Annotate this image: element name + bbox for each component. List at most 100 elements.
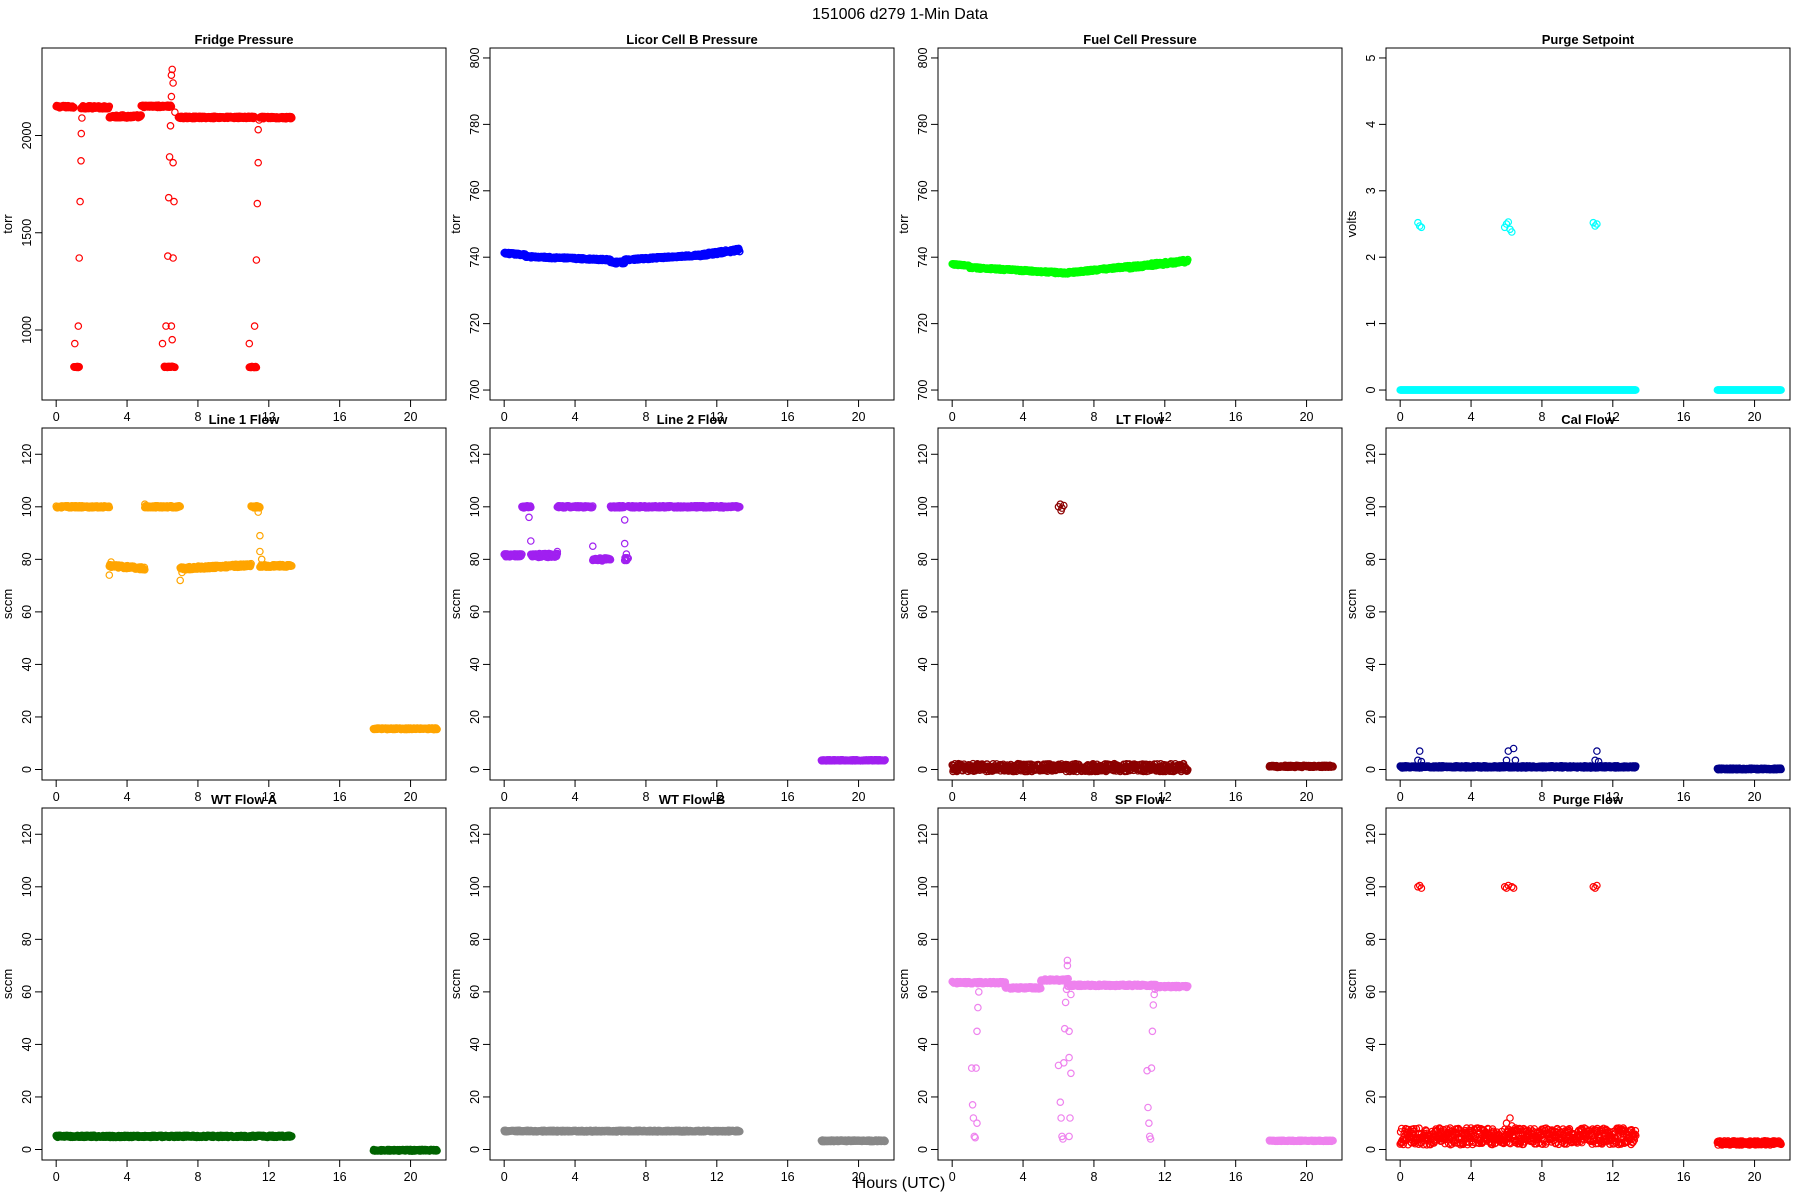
y-tick-label: 720	[468, 313, 482, 334]
y-tick-label: 700	[916, 380, 930, 401]
x-tick-label: 8	[194, 410, 201, 424]
data-point	[71, 339, 79, 348]
data-point	[250, 322, 259, 330]
y-tick-label: 1500	[20, 219, 34, 247]
x-tick-label: 16	[781, 790, 795, 804]
panel-title: Purge Setpoint	[1542, 32, 1635, 47]
y-tick-label: 740	[468, 247, 482, 268]
data-point	[171, 363, 179, 372]
data-point	[167, 322, 176, 330]
x-tick-label: 4	[124, 410, 131, 424]
x-tick-label: 16	[1677, 410, 1691, 424]
y-tick-label: 0	[916, 766, 930, 773]
y-tick-label: 20	[916, 710, 930, 724]
y-tick-label: 20	[20, 710, 34, 724]
data-point	[245, 339, 254, 348]
x-tick-label: 20	[1300, 790, 1314, 804]
y-tick-label: 60	[916, 605, 930, 619]
x-tick-label: 4	[1468, 410, 1475, 424]
x-tick-label: 16	[333, 790, 347, 804]
x-tick-label: 12	[710, 410, 724, 424]
x-tick-label: 0	[501, 790, 508, 804]
data-point	[105, 571, 114, 579]
y-tick-label: 100	[20, 496, 34, 517]
y-axis-label: sccm	[448, 589, 463, 619]
data-points	[1396, 218, 1785, 394]
y-tick-label: 700	[468, 380, 482, 401]
x-tick-label: 4	[1020, 410, 1027, 424]
x-tick-label: 8	[642, 790, 649, 804]
x-tick-label: 12	[262, 410, 276, 424]
data-point	[169, 254, 177, 262]
data-point	[1417, 223, 1426, 232]
x-tick-label: 16	[1229, 790, 1243, 804]
data-points	[500, 501, 889, 765]
data-point	[75, 254, 84, 262]
data-point	[176, 576, 185, 585]
x-tick-label: 0	[53, 790, 60, 804]
plot-frame	[489, 427, 895, 781]
y-tick-label: 5	[1364, 54, 1378, 61]
plot-frame	[937, 427, 1343, 781]
y-axis-label: volts	[1344, 210, 1359, 237]
data-point	[253, 199, 262, 208]
data-point	[588, 542, 597, 551]
panel-title: Fuel Cell Pressure	[1083, 32, 1196, 47]
data-point	[70, 103, 78, 112]
panel-grid: Fridge Pressure 0 4 8 12 16 20 100 0 1500 20 0 0 torr…	[0, 32, 1791, 1184]
y-axis-label: sccm	[0, 589, 15, 619]
plot-frame	[937, 47, 1343, 401]
data-point	[255, 116, 263, 124]
data-point	[169, 79, 177, 87]
y-tick-label: 760	[916, 180, 930, 201]
x-tick-label: 20	[1748, 410, 1762, 424]
y-tick-label: 60	[20, 605, 34, 619]
data-point	[167, 102, 176, 111]
y-tick-label: 20	[468, 710, 482, 724]
x-tick-label: 0	[501, 410, 508, 424]
x-tick-label: 8	[194, 790, 201, 804]
x-tick-label: 8	[642, 410, 649, 424]
y-tick-label: 780	[468, 114, 482, 135]
y-tick-label: 80	[20, 552, 34, 566]
data-points	[52, 65, 296, 372]
data-point	[171, 108, 179, 117]
data-point	[620, 516, 629, 524]
y-axis-label: torr	[448, 214, 463, 234]
y-tick-label: 40	[20, 657, 34, 671]
y-tick-label: 4	[1364, 121, 1378, 128]
panel-title: Fridge Pressure	[195, 32, 294, 47]
data-point	[526, 537, 535, 545]
x-tick-label: 4	[572, 410, 579, 424]
y-tick-label: 0	[468, 766, 482, 773]
data-point	[168, 335, 177, 344]
data-point	[735, 247, 744, 256]
y-tick-label: 80	[916, 552, 930, 566]
x-tick-label: 20	[852, 410, 866, 424]
data-point	[620, 539, 629, 548]
data-point	[167, 92, 176, 101]
x-tick-label: 16	[781, 410, 795, 424]
y-axis-label: sccm	[896, 589, 911, 619]
data-point	[252, 363, 261, 372]
x-tick-label: 16	[333, 410, 347, 424]
y-tick-label: 40	[916, 657, 930, 671]
y-tick-label: 800	[916, 47, 930, 68]
data-point	[158, 339, 167, 348]
plot-frame	[41, 47, 447, 401]
plot-frame	[489, 47, 895, 401]
panel-title: LT Flow	[1116, 412, 1165, 427]
data-point	[256, 547, 264, 556]
y-tick-label: 120	[916, 444, 930, 465]
x-tick-label: 12	[1158, 410, 1172, 424]
y-tick-label: 760	[468, 180, 482, 201]
x-tick-label: 0	[949, 410, 956, 424]
panel-title: Line 2 Flow	[657, 412, 729, 427]
x-tick-label: 12	[1606, 410, 1620, 424]
x-tick-label: 4	[124, 790, 131, 804]
data-point	[164, 193, 173, 202]
figure-title: 151006 d279 1-Min Data	[812, 6, 988, 23]
